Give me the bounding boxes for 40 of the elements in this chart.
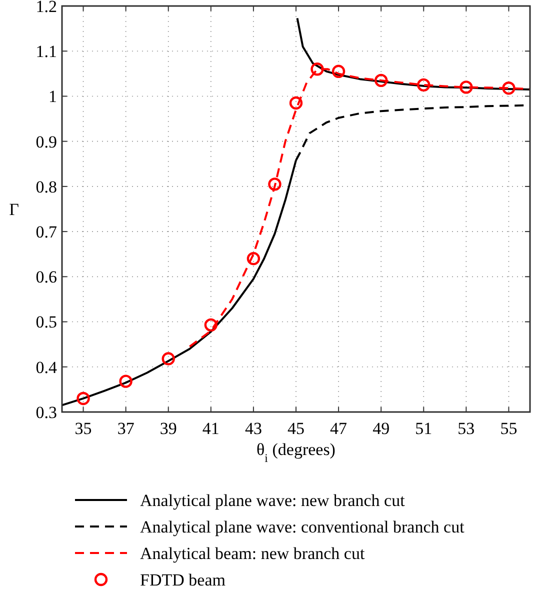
x-tick-label: 37 [117,419,135,438]
x-tick-label: 43 [244,419,262,438]
legend-label: Analytical plane wave: conventional branch cut [140,517,465,536]
x-tick-label: 47 [330,419,348,438]
point [268,178,282,191]
y-tick-label: 0.3 [36,402,57,422]
x-tick-label: 45 [288,419,304,438]
y-tick-label: 1.2 [36,0,57,16]
x-tick-label: 55 [500,419,518,438]
y-axis-title: Γ [9,200,20,219]
x-tick-label: 41 [202,419,220,438]
y-tick-label: 0.8 [36,177,57,196]
point [332,64,346,78]
x-tick-label: 49 [372,419,390,438]
y-tick-label: 0.7 [36,222,58,242]
point [76,392,90,406]
x-tick-label: 39 [160,419,177,438]
y-tick-label: 0.9 [36,132,57,152]
x-tick-label: 53 [458,419,475,438]
point [162,352,175,366]
point [289,96,303,110]
y-tick-label: 0.6 [36,268,57,287]
point [310,62,324,76]
y-tick-label: 1 [48,87,57,106]
y-tick-label: 1.1 [36,42,57,62]
x-axis-title: θ$_{i}$ (degrees) [256,440,336,465]
point [119,374,132,388]
point [502,82,516,95]
legend-label: Analytical beam: new branch cut [140,544,365,563]
point [417,78,430,92]
point [374,74,388,88]
point [246,252,260,266]
x-tick-label: 51 [415,419,432,438]
point [460,80,473,94]
x-tick-label: 35 [74,419,92,438]
y-tick-label: 0.5 [36,312,57,332]
legend-label: FDTD beam [140,570,226,590]
y-tick-label: 0.4 [36,358,58,377]
legend-label: Analytical plane wave: new branch cut [140,490,406,510]
point [204,318,218,332]
